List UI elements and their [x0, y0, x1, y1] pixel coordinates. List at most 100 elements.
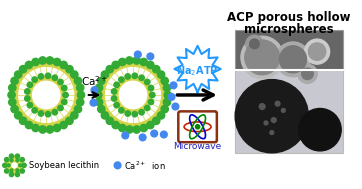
Circle shape: [245, 40, 279, 75]
Circle shape: [19, 164, 22, 167]
Circle shape: [96, 98, 103, 106]
Circle shape: [63, 92, 68, 98]
Circle shape: [163, 84, 171, 91]
Circle shape: [20, 66, 27, 73]
Circle shape: [125, 74, 130, 79]
Circle shape: [270, 131, 274, 135]
Circle shape: [10, 159, 13, 162]
Circle shape: [139, 110, 144, 115]
Circle shape: [12, 60, 81, 130]
Circle shape: [46, 126, 54, 133]
Circle shape: [32, 81, 61, 109]
Circle shape: [3, 163, 7, 167]
Circle shape: [9, 84, 16, 91]
Circle shape: [147, 53, 154, 60]
Circle shape: [144, 105, 150, 111]
Text: Microwave: Microwave: [173, 142, 222, 151]
Circle shape: [9, 160, 20, 171]
Circle shape: [275, 42, 310, 77]
Circle shape: [101, 71, 109, 78]
Circle shape: [98, 60, 168, 130]
Circle shape: [235, 80, 308, 153]
Circle shape: [14, 112, 22, 119]
Circle shape: [32, 58, 39, 66]
Circle shape: [10, 169, 13, 172]
Circle shape: [140, 58, 147, 66]
Circle shape: [27, 76, 66, 114]
Text: Na$_2$ATP: Na$_2$ATP: [176, 64, 219, 78]
Circle shape: [304, 39, 330, 64]
Circle shape: [122, 132, 129, 139]
Circle shape: [76, 84, 84, 91]
Circle shape: [134, 51, 141, 58]
Circle shape: [114, 76, 152, 114]
Circle shape: [168, 94, 175, 100]
Circle shape: [15, 172, 20, 177]
Circle shape: [38, 74, 44, 79]
Circle shape: [9, 154, 14, 158]
Circle shape: [25, 96, 30, 101]
Circle shape: [7, 164, 10, 167]
Circle shape: [45, 73, 51, 78]
Circle shape: [101, 112, 109, 119]
Circle shape: [111, 89, 117, 94]
Circle shape: [71, 112, 78, 119]
Circle shape: [74, 77, 81, 84]
Circle shape: [246, 35, 263, 53]
Circle shape: [132, 73, 138, 78]
Circle shape: [163, 98, 171, 106]
Circle shape: [281, 108, 285, 112]
Circle shape: [139, 134, 146, 141]
Circle shape: [5, 156, 24, 175]
Circle shape: [144, 79, 150, 85]
Circle shape: [5, 169, 9, 173]
Circle shape: [91, 87, 98, 94]
Circle shape: [126, 126, 133, 133]
Circle shape: [148, 85, 154, 91]
Circle shape: [114, 162, 121, 169]
Circle shape: [32, 124, 39, 132]
Circle shape: [259, 104, 265, 109]
Circle shape: [172, 103, 179, 110]
Circle shape: [157, 112, 165, 119]
Circle shape: [132, 112, 138, 117]
Circle shape: [32, 108, 37, 113]
Circle shape: [38, 111, 44, 116]
Circle shape: [94, 91, 102, 99]
Circle shape: [114, 102, 119, 108]
Circle shape: [62, 85, 67, 91]
Text: Ca$^{2+}$: Ca$^{2+}$: [81, 74, 108, 88]
Text: Ca$^{2+}$  ion: Ca$^{2+}$ ion: [124, 159, 166, 172]
Circle shape: [161, 105, 168, 113]
Circle shape: [32, 77, 37, 82]
Circle shape: [299, 108, 341, 151]
Circle shape: [119, 58, 126, 66]
Text: ACP porous hollow: ACP porous hollow: [227, 11, 351, 24]
Circle shape: [112, 61, 119, 69]
Circle shape: [74, 105, 81, 113]
Circle shape: [9, 98, 16, 106]
Circle shape: [119, 77, 124, 82]
Circle shape: [16, 159, 19, 162]
Circle shape: [98, 105, 105, 113]
Circle shape: [76, 98, 84, 106]
Circle shape: [20, 117, 27, 124]
Circle shape: [8, 91, 15, 99]
Circle shape: [96, 84, 103, 91]
Circle shape: [90, 99, 97, 106]
Circle shape: [14, 71, 22, 78]
Circle shape: [148, 99, 154, 105]
Circle shape: [152, 66, 160, 73]
Circle shape: [279, 46, 307, 73]
Circle shape: [119, 81, 147, 109]
Circle shape: [112, 121, 119, 129]
Circle shape: [161, 77, 168, 84]
Circle shape: [71, 71, 78, 78]
Circle shape: [20, 158, 24, 162]
Circle shape: [16, 169, 19, 172]
Polygon shape: [174, 46, 221, 92]
Circle shape: [39, 57, 46, 64]
Circle shape: [58, 105, 63, 111]
Circle shape: [5, 158, 9, 162]
Circle shape: [11, 162, 18, 169]
